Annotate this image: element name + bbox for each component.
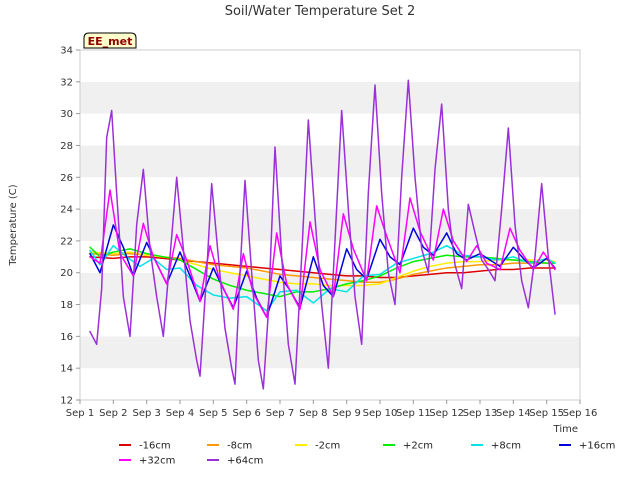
x-tick-label: Sep 13 — [463, 408, 498, 419]
y-tick-label: 32 — [60, 77, 73, 88]
x-tick-label: Sep 12 — [429, 408, 464, 419]
legend-label: -8cm — [227, 441, 252, 452]
y-axis: 12 14 16 18 20 22 24 26 28 30 32 34 — [60, 46, 80, 407]
series-line-32cm — [89, 189, 556, 319]
legend-label: -16cm — [139, 441, 171, 452]
y-tick-label: 22 — [60, 236, 73, 247]
x-tick-label: Sep 15 — [529, 408, 564, 419]
series-lines — [89, 79, 556, 390]
y-tick-label: 18 — [60, 300, 73, 311]
legend: -16cm -8cm -2cm +2cm +8cm +16cm +32cm +64cm — [119, 441, 615, 467]
grid-band — [80, 50, 580, 82]
legend-label: +16cm — [579, 441, 615, 452]
station-badge: EE_met — [83, 32, 137, 49]
y-tick-label: 12 — [60, 396, 73, 407]
grid-band — [80, 113, 580, 146]
grid-band — [80, 209, 580, 241]
x-tick-label: Sep 9 — [332, 408, 360, 419]
x-tick-label: Sep 7 — [266, 408, 294, 419]
series-line-64cm — [89, 79, 556, 390]
x-tick-label: Sep 2 — [99, 408, 127, 419]
plot-area-frame — [79, 49, 581, 401]
y-tick-label: 24 — [60, 205, 73, 216]
x-tick-label: Sep 1 — [66, 408, 94, 419]
y-tick-label: 14 — [60, 364, 73, 375]
y-axis-label: Temperature (C) — [8, 184, 19, 266]
x-axis: Sep 1 Sep 2 Sep 3 Sep 4 Sep 5 Sep 6 Sep 7 Sep 8… — [66, 400, 598, 419]
y-tick-label: 30 — [60, 109, 73, 120]
legend-label: -2cm — [315, 441, 340, 452]
x-tick-label: Sep 16 — [563, 408, 598, 419]
x-tick-label: Sep 5 — [199, 408, 227, 419]
y-tick-label: 16 — [60, 332, 73, 343]
grid-band — [80, 145, 580, 178]
x-tick-label: Sep 8 — [299, 408, 327, 419]
x-tick-label: Sep 14 — [496, 408, 531, 419]
x-tick-label: Sep 4 — [166, 408, 194, 419]
legend-label: +32cm — [139, 456, 175, 467]
y-tick-label: 34 — [60, 46, 73, 57]
x-tick-label: Sep 6 — [232, 408, 260, 419]
station-badge-label: EE_met — [88, 35, 133, 48]
y-tick-label: 20 — [60, 268, 73, 279]
x-tick-label: Sep 11 — [396, 408, 431, 419]
legend-label: +64cm — [227, 456, 263, 467]
y-tick-label: 28 — [60, 141, 73, 152]
x-tick-label: Sep 3 — [132, 408, 160, 419]
x-tick-label: Sep 10 — [363, 408, 398, 419]
legend-label: +8cm — [491, 441, 521, 452]
chart-title: Soil/Water Temperature Set 2 — [225, 4, 416, 19]
grid-band — [80, 177, 580, 210]
legend-label: +2cm — [403, 441, 433, 452]
x-axis-label: Time — [553, 424, 578, 435]
grid-band — [80, 81, 580, 114]
grid-band — [80, 368, 580, 400]
y-tick-label: 26 — [60, 173, 73, 184]
